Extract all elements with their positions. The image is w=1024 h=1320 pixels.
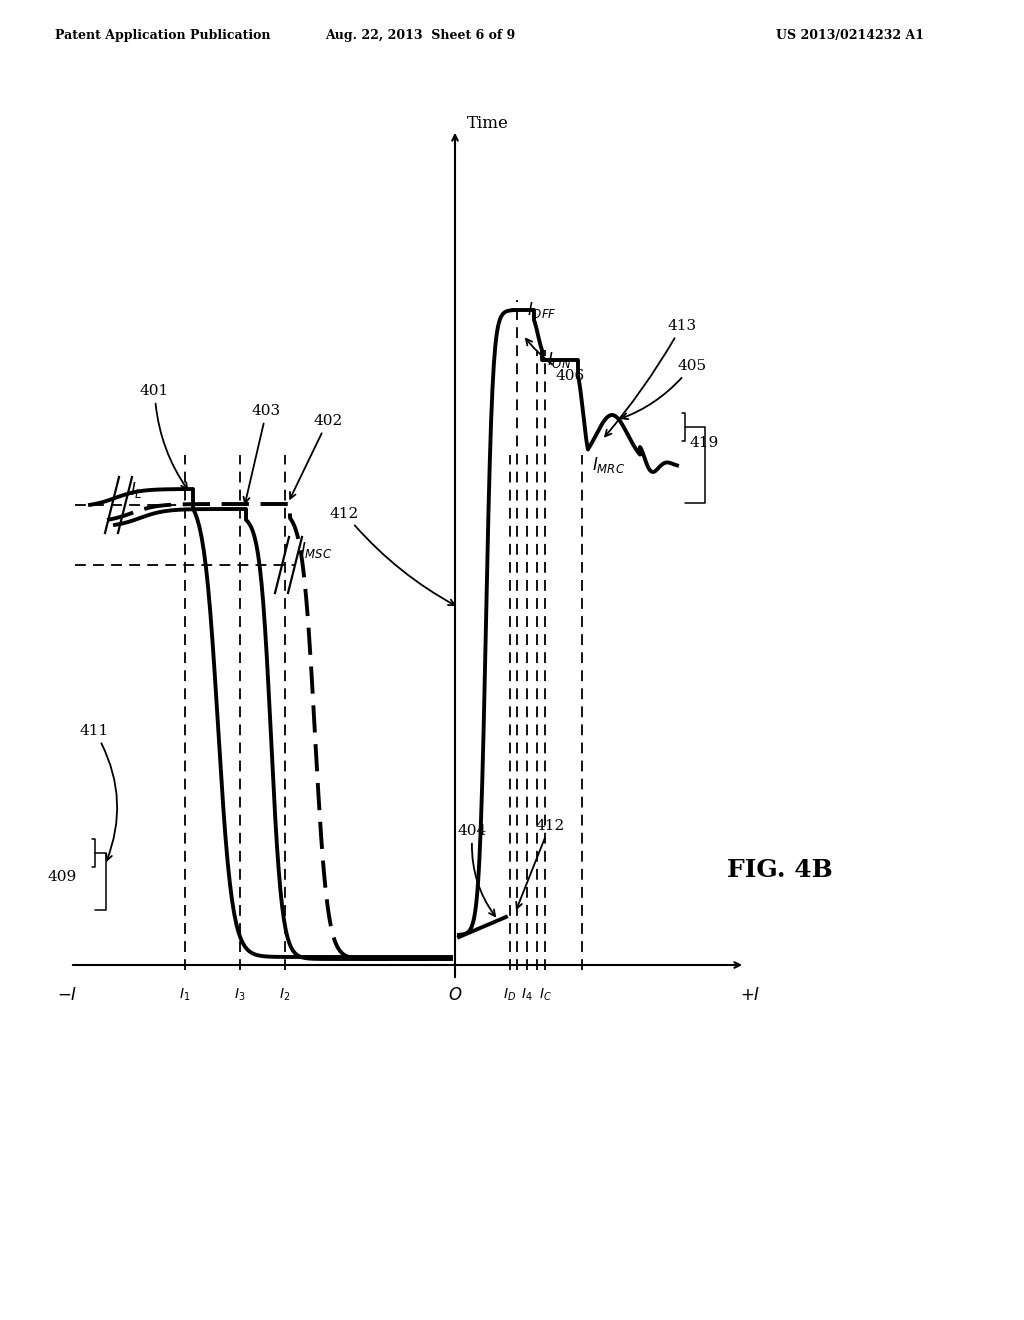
- Text: Time: Time: [467, 115, 509, 132]
- Text: $I_{MSC}$: $I_{MSC}$: [300, 540, 333, 560]
- Text: 403: 403: [244, 404, 282, 503]
- Text: $I_{MRC}$: $I_{MRC}$: [592, 455, 625, 475]
- Text: 401: 401: [140, 384, 187, 490]
- Text: US 2013/0214232 A1: US 2013/0214232 A1: [776, 29, 924, 41]
- Text: $I_D$: $I_D$: [504, 987, 516, 1003]
- Text: 412: 412: [516, 818, 564, 908]
- Text: 402: 402: [290, 414, 342, 499]
- Text: 406: 406: [526, 339, 585, 383]
- Text: $I_2$: $I_2$: [280, 987, 291, 1003]
- Text: $I_{ON}$: $I_{ON}$: [547, 350, 571, 370]
- Text: $-I$: $-I$: [56, 987, 77, 1005]
- Text: 411: 411: [80, 723, 117, 861]
- Text: $I_C$: $I_C$: [539, 987, 552, 1003]
- Text: $I_1$: $I_1$: [179, 987, 190, 1003]
- Text: 413: 413: [605, 319, 696, 437]
- Text: Aug. 22, 2013  Sheet 6 of 9: Aug. 22, 2013 Sheet 6 of 9: [325, 29, 515, 41]
- Text: $+I$: $+I$: [739, 987, 760, 1005]
- Text: 409: 409: [48, 870, 77, 884]
- Text: $I_{OFF}$: $I_{OFF}$: [527, 300, 557, 319]
- Text: 404: 404: [458, 824, 496, 916]
- Text: $I_3$: $I_3$: [234, 987, 246, 1003]
- Text: 412: 412: [330, 507, 455, 605]
- Text: Patent Application Publication: Patent Application Publication: [55, 29, 270, 41]
- Text: $I_4$: $I_4$: [521, 987, 532, 1003]
- Text: FIG. 4B: FIG. 4B: [727, 858, 833, 882]
- Text: $I_L$: $I_L$: [130, 480, 142, 500]
- Text: $O$: $O$: [447, 987, 462, 1005]
- Text: 419: 419: [690, 436, 719, 450]
- Text: 405: 405: [622, 359, 707, 420]
